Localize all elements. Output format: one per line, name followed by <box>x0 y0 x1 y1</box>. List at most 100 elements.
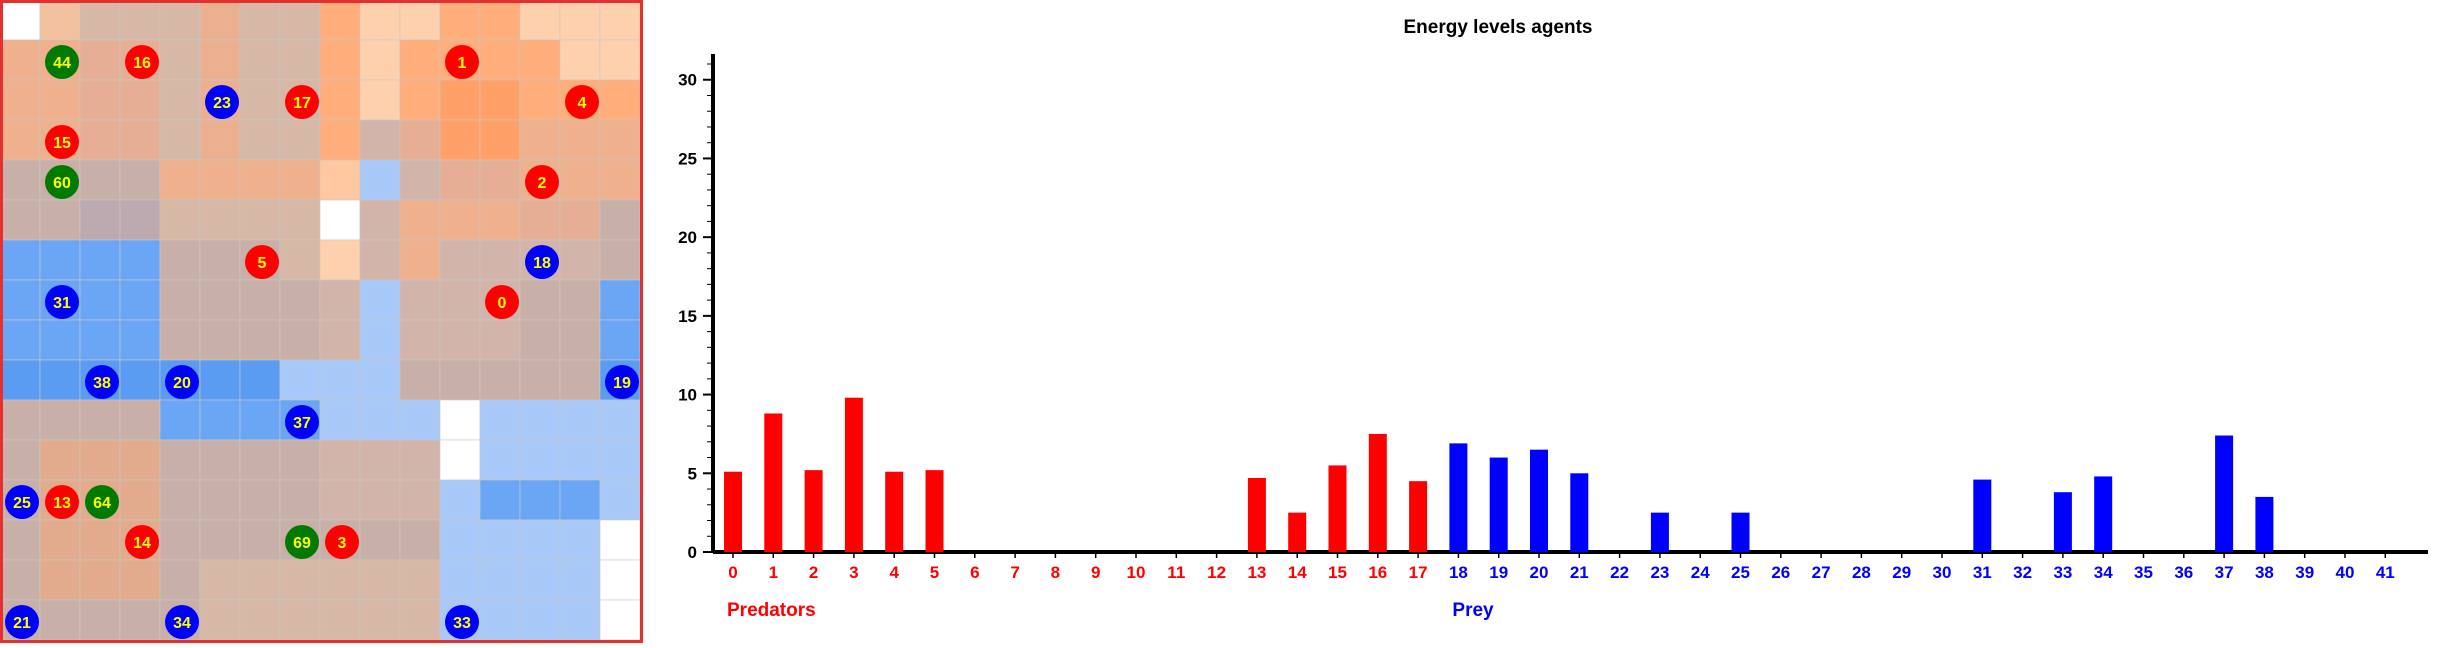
bar-1 <box>764 413 783 552</box>
grid-cell <box>119 119 161 161</box>
bar-25 <box>1731 512 1750 552</box>
grid-cell <box>479 399 521 441</box>
grid-cell <box>119 199 161 241</box>
grid-cell <box>519 279 561 321</box>
grid-cell <box>0 519 41 561</box>
grid-cell <box>479 479 521 521</box>
agent-other: 60 <box>45 165 79 199</box>
grid-cell <box>399 359 441 401</box>
grid-cell <box>519 39 561 81</box>
agent-prey: 37 <box>285 405 319 439</box>
agent-id-label: 44 <box>53 55 71 72</box>
agent-predator: 0 <box>485 285 519 319</box>
x-tick-label: 6 <box>970 563 979 582</box>
grid-cell <box>39 359 81 401</box>
grid-cell <box>239 439 281 481</box>
grid-cell <box>439 0 481 41</box>
grid-cell <box>79 199 121 241</box>
grid-cell <box>479 359 521 401</box>
grid-cell <box>319 599 361 641</box>
y-tick-label: 25 <box>678 149 697 168</box>
y-tick-label: 10 <box>678 386 697 405</box>
grid-cell <box>119 0 161 41</box>
agent-prey: 23 <box>205 85 239 119</box>
bar-2 <box>804 470 823 552</box>
grid-cell <box>119 439 161 481</box>
grid-cell <box>119 599 161 641</box>
agent-other: 69 <box>285 525 319 559</box>
x-tick-label: 25 <box>1731 563 1750 582</box>
agent-id-label: 64 <box>93 495 111 512</box>
x-tick-label: 33 <box>2053 563 2072 582</box>
agent-id-label: 23 <box>213 95 231 112</box>
grid-cell <box>359 119 401 161</box>
agent-marker <box>285 525 319 559</box>
grid-cell <box>279 599 321 641</box>
x-tick-label: 20 <box>1530 563 1549 582</box>
grid-cell <box>319 319 361 361</box>
group-label-prey: Prey <box>1452 600 1494 621</box>
grid-cell <box>599 279 641 321</box>
x-tick-label: 9 <box>1091 563 1100 582</box>
grid-cell <box>399 119 441 161</box>
x-tick-label: 32 <box>2013 563 2032 582</box>
agent-marker <box>485 285 519 319</box>
x-tick-label: 28 <box>1852 563 1871 582</box>
grid-cell <box>279 159 321 201</box>
grid-cell <box>519 359 561 401</box>
grid-cell <box>239 359 281 401</box>
grid-cell <box>279 559 321 601</box>
grid-cell <box>199 39 241 81</box>
x-tick-label: 40 <box>2336 563 2355 582</box>
grid-cell <box>599 79 641 121</box>
agent-id-label: 60 <box>53 175 71 192</box>
grid-cell <box>279 119 321 161</box>
grid-cell <box>559 599 601 641</box>
bar-20 <box>1530 449 1548 552</box>
grid-cell <box>39 399 81 441</box>
grid-cell <box>119 279 161 321</box>
grid-cell <box>519 559 561 601</box>
agent-id-label: 69 <box>293 535 311 552</box>
grid-cell <box>199 159 241 201</box>
agent-marker <box>565 85 599 119</box>
grid-cell <box>279 0 321 41</box>
grid-cell <box>319 359 361 401</box>
grid-cell <box>239 399 281 441</box>
grid-cell <box>319 159 361 201</box>
agent-predator: 14 <box>125 525 159 559</box>
x-tick-label: 36 <box>2174 563 2193 582</box>
y-tick-label: 30 <box>678 71 697 90</box>
grid-cell <box>239 39 281 81</box>
grid-cell <box>599 479 641 521</box>
bar-34 <box>2094 476 2113 552</box>
grid-cell <box>279 439 321 481</box>
grid-cell <box>519 319 561 361</box>
x-tick-label: 16 <box>1368 563 1387 582</box>
grid-cell <box>399 199 441 241</box>
grid-cell <box>0 119 41 161</box>
grid-cell <box>199 439 241 481</box>
grid-cell <box>239 159 281 201</box>
grid-cell <box>479 239 521 281</box>
grid-cell <box>399 0 441 41</box>
grid-cell <box>319 79 361 121</box>
grid-cell <box>359 159 401 201</box>
agent-marker <box>45 485 79 519</box>
agent-prey: 25 <box>5 485 39 519</box>
bar-37 <box>2215 435 2234 552</box>
grid-cell <box>479 519 521 561</box>
grid-cell <box>519 439 561 481</box>
grid-cell <box>479 559 521 601</box>
bar-14 <box>1288 512 1307 552</box>
grid-cell <box>39 599 81 641</box>
bar-31 <box>1973 479 1992 552</box>
grid-cell <box>519 119 561 161</box>
agent-predator: 2 <box>525 165 559 199</box>
agent-other: 64 <box>85 485 119 519</box>
agent-id-label: 17 <box>293 95 311 112</box>
grid-cell <box>279 359 321 401</box>
grid-cell <box>599 159 641 201</box>
grid-cell <box>119 399 161 441</box>
grid-cell <box>199 479 241 521</box>
